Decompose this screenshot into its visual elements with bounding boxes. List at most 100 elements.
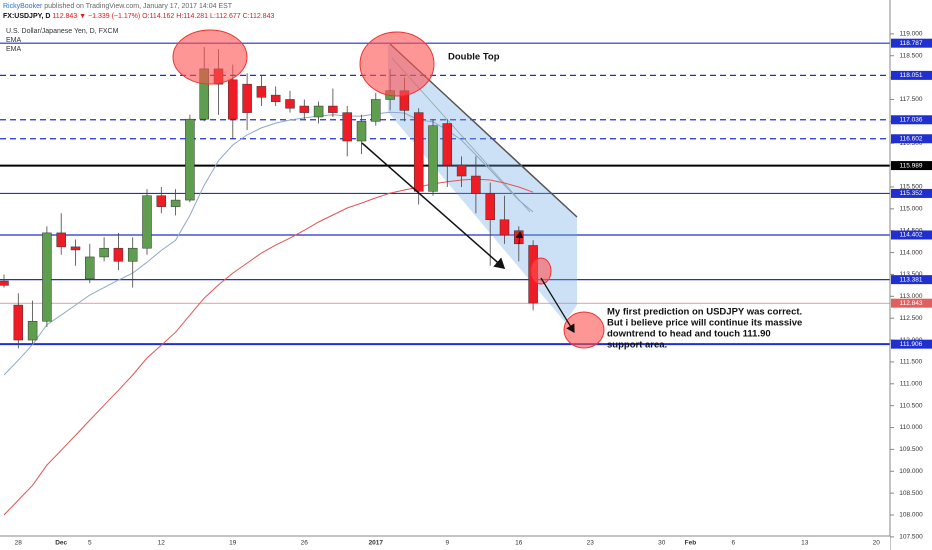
y-tick-label: 111.000 bbox=[900, 381, 923, 388]
x-tick-label: Feb bbox=[685, 540, 697, 547]
candle-body bbox=[299, 105, 310, 113]
y-tick-label: 108.500 bbox=[899, 490, 923, 497]
candle-body bbox=[70, 246, 81, 251]
level-label: 118.787 bbox=[899, 40, 922, 47]
y-tick-label: 113.000 bbox=[899, 293, 922, 300]
axes: 107.500 108.000 108.500 109.000 109.500 110.0… bbox=[15, 31, 932, 547]
quote: FX:USDJPY, D 112.843 ▼ −1.339 (−1.17%) O… bbox=[3, 13, 274, 20]
y-tick-label: 113.500 bbox=[899, 271, 922, 278]
y-tick-label: 116.500 bbox=[899, 140, 922, 147]
note-line: downtrend to head and touch 111.90 bbox=[607, 329, 771, 340]
arrow bbox=[540, 277, 575, 334]
last: 112.843 bbox=[52, 13, 77, 20]
x-tick-label: 2017 bbox=[369, 540, 384, 547]
y-tick-label: 115.500 bbox=[899, 184, 922, 191]
level-tag bbox=[891, 161, 932, 171]
candle-body bbox=[285, 99, 295, 109]
level-tag bbox=[891, 188, 932, 198]
level-tag bbox=[891, 230, 932, 240]
candle-body bbox=[113, 247, 124, 262]
x-axis-band bbox=[0, 536, 890, 550]
legend-entry: EMA bbox=[6, 46, 22, 53]
x-tick-label: Dec bbox=[55, 540, 67, 547]
candle-body bbox=[256, 86, 267, 98]
level-label: 111.906 bbox=[900, 341, 923, 348]
x-tick-label: 28 bbox=[15, 540, 23, 547]
y-tick-label: 110.000 bbox=[899, 424, 922, 431]
candle-body bbox=[270, 94, 281, 102]
level-label: 115.989 bbox=[899, 162, 922, 169]
level-tag bbox=[891, 339, 932, 349]
level-tag bbox=[891, 298, 932, 308]
x-tick-label: 26 bbox=[301, 540, 309, 547]
candle-body bbox=[56, 232, 66, 248]
note-line: But i believe price will continue its ma… bbox=[607, 318, 802, 329]
level-tag bbox=[891, 38, 932, 48]
arrow bbox=[361, 142, 506, 269]
candle-body bbox=[85, 256, 95, 280]
candle-body bbox=[242, 83, 252, 113]
candle-body bbox=[356, 121, 367, 142]
x-tick-label: 12 bbox=[158, 540, 166, 547]
highlight bbox=[172, 29, 248, 85]
pattern-label: Double Top bbox=[448, 52, 500, 63]
y-tick-label: 109.500 bbox=[899, 446, 923, 453]
plot bbox=[0, 46, 538, 516]
level-label: 115.352 bbox=[899, 190, 922, 197]
y-tick-label: 119.000 bbox=[899, 31, 922, 38]
candle-body bbox=[13, 304, 24, 341]
legend-entry: EMA bbox=[6, 37, 22, 44]
candle-body bbox=[471, 175, 481, 194]
level-tag bbox=[891, 275, 932, 285]
candle-body bbox=[485, 193, 495, 221]
x-tick-label: 6 bbox=[731, 540, 735, 547]
x-tick-label: 13 bbox=[801, 540, 809, 547]
candle-body bbox=[342, 112, 352, 142]
candle-body bbox=[27, 320, 38, 341]
y-tick-label: 109.000 bbox=[899, 468, 923, 475]
candle-body bbox=[99, 247, 109, 258]
candle-body bbox=[156, 195, 167, 207]
y-tick-label: 117.500 bbox=[899, 96, 922, 103]
note: My first prediction on USDJPY was correc… bbox=[607, 307, 802, 351]
level-label: 116.602 bbox=[899, 135, 922, 142]
candle-body bbox=[428, 125, 438, 192]
level-label: 113.381 bbox=[899, 276, 922, 283]
level-tag bbox=[891, 115, 932, 125]
candle-body bbox=[371, 99, 381, 122]
candle-body bbox=[0, 280, 9, 286]
change: ▼ −1.339 (−1.17%) bbox=[79, 13, 140, 20]
x-tick-label: 23 bbox=[587, 540, 595, 547]
ohlc: O:114.162 H:114.281 L:112.677 C:112.843 bbox=[142, 13, 274, 20]
level-label: 112.843 bbox=[899, 300, 922, 307]
symbol: FX:USDJPY, D bbox=[3, 13, 50, 20]
candle-body bbox=[42, 232, 52, 322]
y-tick-label: 108.000 bbox=[899, 512, 923, 519]
level-label: 118.051 bbox=[899, 72, 922, 79]
candle-body bbox=[127, 247, 138, 262]
level-label: 117.036 bbox=[899, 116, 922, 123]
candle-body bbox=[313, 105, 324, 118]
x-tick-label: 5 bbox=[88, 540, 92, 547]
candle-body bbox=[328, 105, 338, 113]
x-tick-label: 19 bbox=[229, 540, 237, 547]
x-tick-label: 20 bbox=[873, 540, 881, 547]
note-line: support area. bbox=[607, 340, 667, 351]
published: published on TradingView.com, January 17… bbox=[44, 3, 233, 10]
candle-body bbox=[228, 79, 238, 120]
chart-title: U.S. Dollar/Japanese Yen, D, FXCM bbox=[6, 28, 119, 35]
highlight bbox=[359, 31, 435, 97]
candle-body bbox=[442, 123, 453, 166]
x-tick-label: 30 bbox=[658, 540, 666, 547]
level-label: 114.402 bbox=[899, 232, 922, 239]
highlight bbox=[563, 311, 605, 349]
y-tick-label: 118.500 bbox=[899, 52, 922, 59]
candle-body bbox=[456, 164, 467, 177]
x-tick-label: 16 bbox=[515, 540, 523, 547]
y-tick-label: 111.500 bbox=[900, 359, 923, 366]
arrow bbox=[515, 231, 524, 245]
y-tick-label: 115.000 bbox=[899, 206, 922, 213]
level-tag bbox=[891, 70, 932, 80]
y-tick-label: 110.500 bbox=[899, 402, 922, 409]
